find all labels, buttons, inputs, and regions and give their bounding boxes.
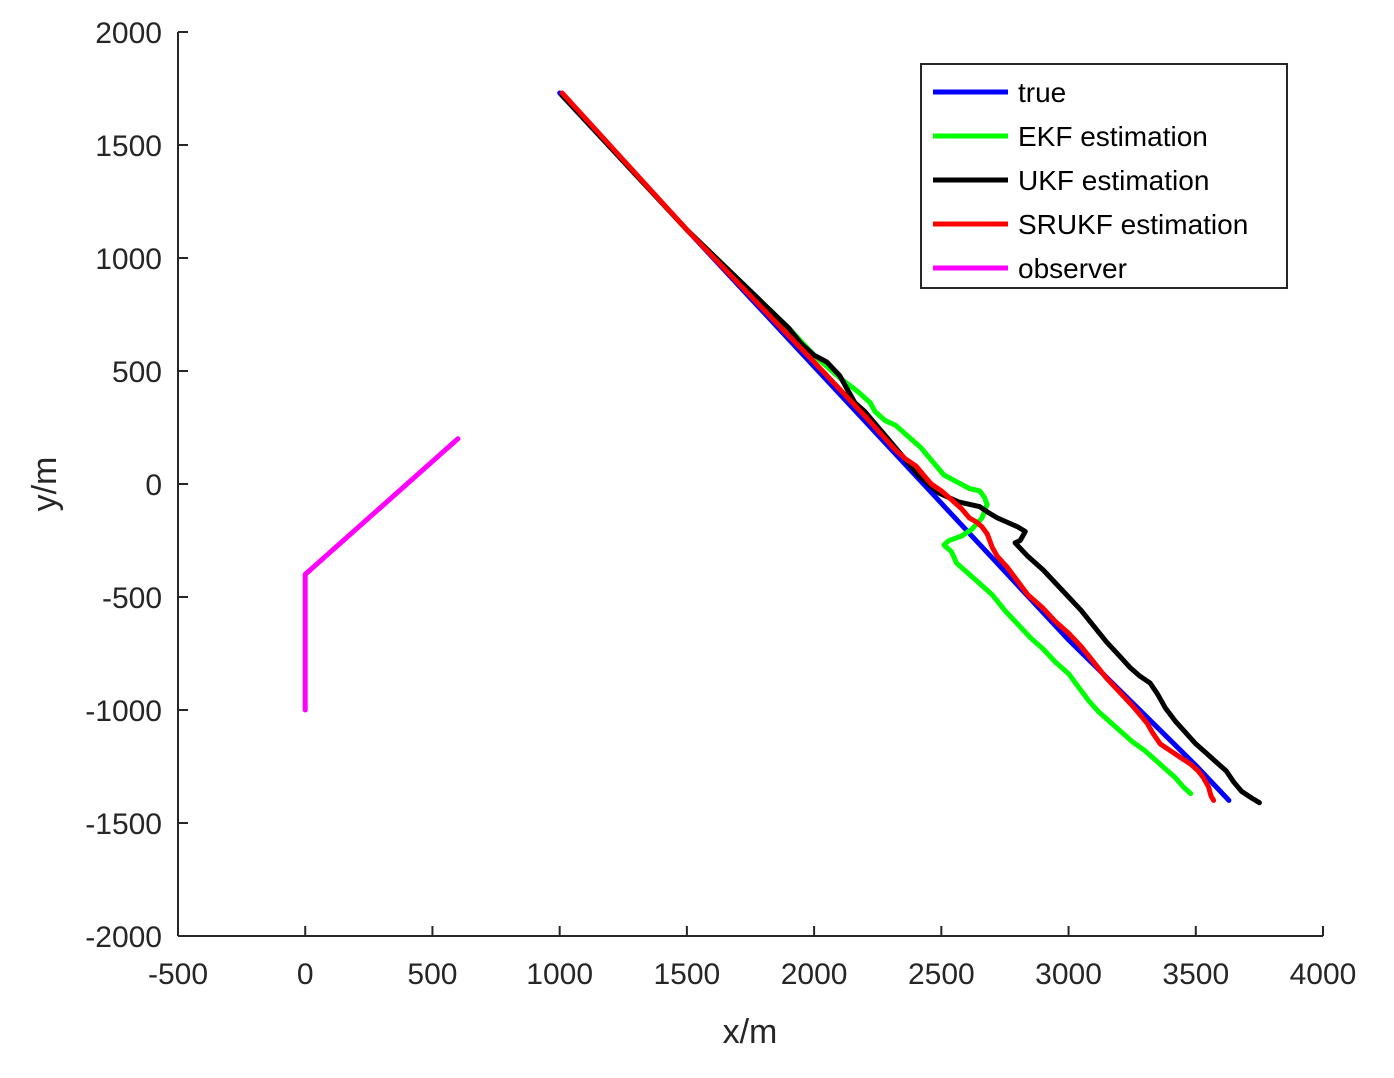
ticks-layer: -500 0 500 1000 1500 2000 2500 3000 3500 4000 -200… <box>85 17 1356 991</box>
legend-label-2: UKF estimation <box>1018 165 1209 196</box>
x-tick-label: 2000 <box>781 958 848 991</box>
legend-label-0: true <box>1018 77 1066 108</box>
y-tick-label: 1000 <box>95 243 162 276</box>
legend-label-1: EKF estimation <box>1018 121 1208 152</box>
series-layer <box>302 90 1262 806</box>
y-tick-label: -1000 <box>85 695 162 728</box>
x-tick-label: 500 <box>407 958 457 991</box>
series-line-3 <box>559 90 1217 803</box>
x-tick-label: 2500 <box>908 958 975 991</box>
y-tick-label: 0 <box>145 469 162 502</box>
x-tick-label: 0 <box>297 958 314 991</box>
legend-label-3: SRUKF estimation <box>1018 209 1248 240</box>
x-axis-label: x/m <box>723 1013 778 1051</box>
y-tick-label: -500 <box>102 582 162 615</box>
y-tick-label: 2000 <box>95 17 162 50</box>
x-tick-label: 3500 <box>1162 958 1229 991</box>
x-tick-label: 1500 <box>654 958 721 991</box>
x-tick-label: 4000 <box>1290 958 1357 991</box>
y-tick-label: -2000 <box>85 921 162 954</box>
legend-entries: true EKF estimation UKF estimation SRUKF es… <box>933 77 1248 284</box>
legend-box <box>920 63 1288 289</box>
series-line-2 <box>559 92 1262 806</box>
y-tick-label: 1500 <box>95 130 162 163</box>
x-tick-label: 1000 <box>526 958 593 991</box>
y-tick-label: -1500 <box>85 808 162 841</box>
x-tick-label: 3000 <box>1035 958 1102 991</box>
legend-label-4: observer <box>1018 253 1127 284</box>
legend: true EKF estimation UKF estimation SRUKF es… <box>920 63 1288 289</box>
series-line-4 <box>302 436 461 713</box>
y-tick-label: 500 <box>112 356 162 389</box>
series-line-1 <box>559 92 1194 797</box>
y-axis-label: y/m <box>26 457 64 512</box>
x-tick-label: -500 <box>148 958 208 991</box>
